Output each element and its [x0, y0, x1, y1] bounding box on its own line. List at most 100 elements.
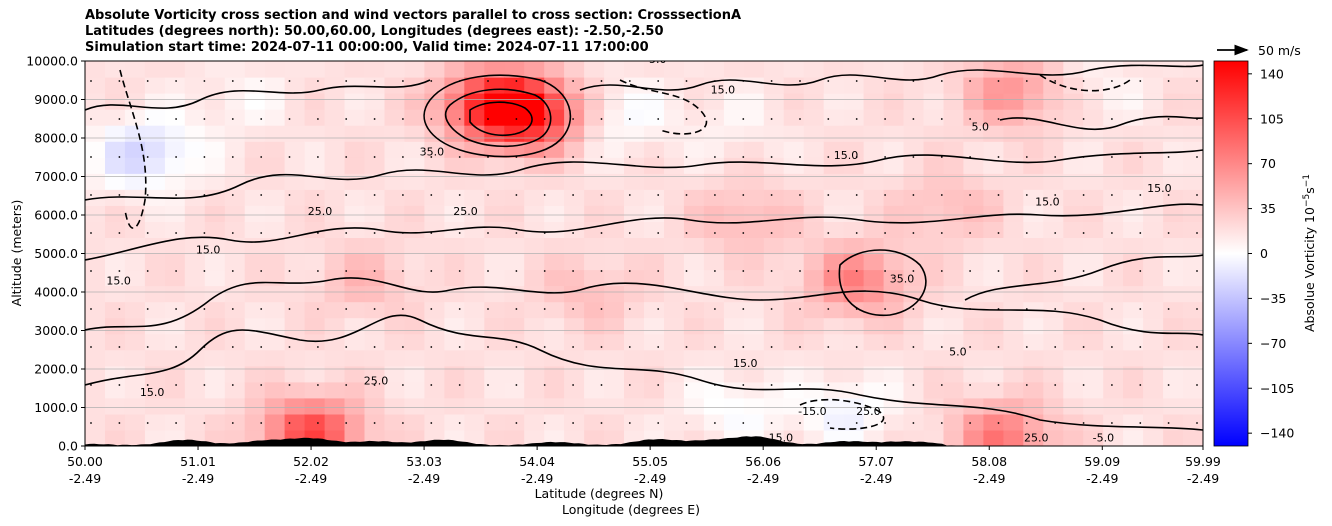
wind-vector	[146, 308, 149, 310]
field-cell	[823, 333, 845, 351]
wind-vector	[373, 422, 376, 424]
wind-vector	[90, 270, 92, 272]
field-cell	[1103, 349, 1124, 367]
field-cell	[544, 157, 565, 174]
field-cell	[843, 285, 865, 303]
field-cell	[604, 349, 625, 367]
field-cell	[763, 285, 785, 303]
field-cell	[344, 205, 366, 222]
wind-vector	[884, 384, 886, 386]
field-cell	[464, 61, 485, 78]
field-cell	[544, 365, 565, 383]
field-cell	[524, 221, 545, 238]
field-cell	[743, 205, 765, 222]
y-tick-label: 4000.0	[34, 285, 78, 300]
field-cell	[1043, 317, 1064, 335]
field-cell	[564, 77, 585, 94]
wind-vector	[714, 232, 716, 234]
wind-vector	[1054, 80, 1057, 82]
wind-vector	[231, 118, 234, 120]
field-cell	[464, 301, 485, 319]
field-cell	[1083, 109, 1104, 126]
wind-vector	[430, 346, 433, 348]
wind-vector	[657, 80, 660, 82]
field-cell	[504, 189, 525, 206]
field-cell	[783, 349, 805, 367]
field-cell	[943, 61, 965, 78]
field-cell	[1143, 301, 1164, 319]
wind-vector	[799, 346, 801, 348]
field-cell	[703, 237, 725, 255]
field-cell	[105, 205, 126, 222]
field-cell	[1003, 189, 1024, 206]
wind-vector	[1054, 308, 1057, 310]
field-cell	[943, 141, 965, 158]
field-cell	[803, 269, 825, 287]
wind-vector	[1139, 80, 1142, 82]
field-cell	[484, 381, 505, 399]
wind-vector	[1025, 156, 1028, 158]
field-cell	[364, 61, 386, 78]
field-cell	[983, 349, 1004, 367]
field-cell	[863, 141, 885, 158]
field-cell	[923, 253, 945, 271]
field-cell	[85, 109, 106, 126]
field-cell	[763, 77, 785, 94]
contour-line	[85, 79, 431, 111]
wind-vector	[90, 308, 92, 310]
field-cell	[1163, 349, 1184, 367]
wind-vector	[997, 156, 1000, 158]
field-cell	[823, 237, 845, 255]
wind-vector	[288, 156, 291, 158]
field-cell	[1083, 77, 1104, 94]
wind-vector	[912, 118, 915, 120]
field-cell	[683, 285, 705, 303]
field-cell	[963, 173, 984, 190]
field-cell	[424, 141, 445, 158]
wind-vector	[628, 80, 631, 82]
wind-vector	[515, 270, 518, 272]
field-cell	[284, 157, 306, 174]
field-cell	[304, 221, 326, 238]
field-cell	[1083, 430, 1104, 446]
field-cell	[85, 413, 106, 431]
contour-label: 15.0	[196, 244, 221, 257]
field-cell	[144, 157, 166, 174]
contour-line	[85, 149, 1203, 201]
field-cell	[105, 157, 126, 174]
field-cell	[1163, 61, 1184, 78]
wind-vector	[288, 346, 291, 348]
field-cell	[1063, 93, 1084, 110]
contour-label: 5.0	[949, 346, 967, 359]
field-cell	[344, 381, 366, 399]
field-cell	[284, 365, 306, 383]
wind-vector	[515, 346, 518, 348]
wind-vector	[1111, 346, 1113, 348]
field-cell	[763, 349, 785, 367]
wind-vector	[714, 346, 716, 348]
field-cell	[903, 189, 925, 206]
field-cell	[743, 413, 765, 431]
field-cell	[124, 301, 146, 319]
field-cell	[544, 333, 565, 351]
field-cell	[1023, 237, 1044, 255]
wind-vector	[827, 118, 830, 120]
wind-vector	[940, 194, 943, 196]
field-cell	[484, 253, 505, 271]
wind-vector	[770, 422, 773, 424]
field-cell	[584, 430, 605, 446]
field-cell	[404, 125, 425, 142]
field-cell	[184, 253, 206, 271]
field-cell	[424, 253, 445, 271]
field-cell	[1143, 189, 1164, 206]
field-cell	[544, 381, 565, 399]
wind-vector	[317, 232, 319, 234]
wind-vector	[543, 194, 546, 196]
field-cell	[743, 365, 765, 383]
field-cell	[783, 173, 805, 190]
x-tick-label: 54.04	[519, 454, 555, 469]
field-cell	[983, 93, 1004, 110]
field-cell	[1083, 365, 1104, 383]
x-tick-label-longitude: -2.49	[634, 471, 666, 486]
wind-vector	[940, 346, 943, 348]
